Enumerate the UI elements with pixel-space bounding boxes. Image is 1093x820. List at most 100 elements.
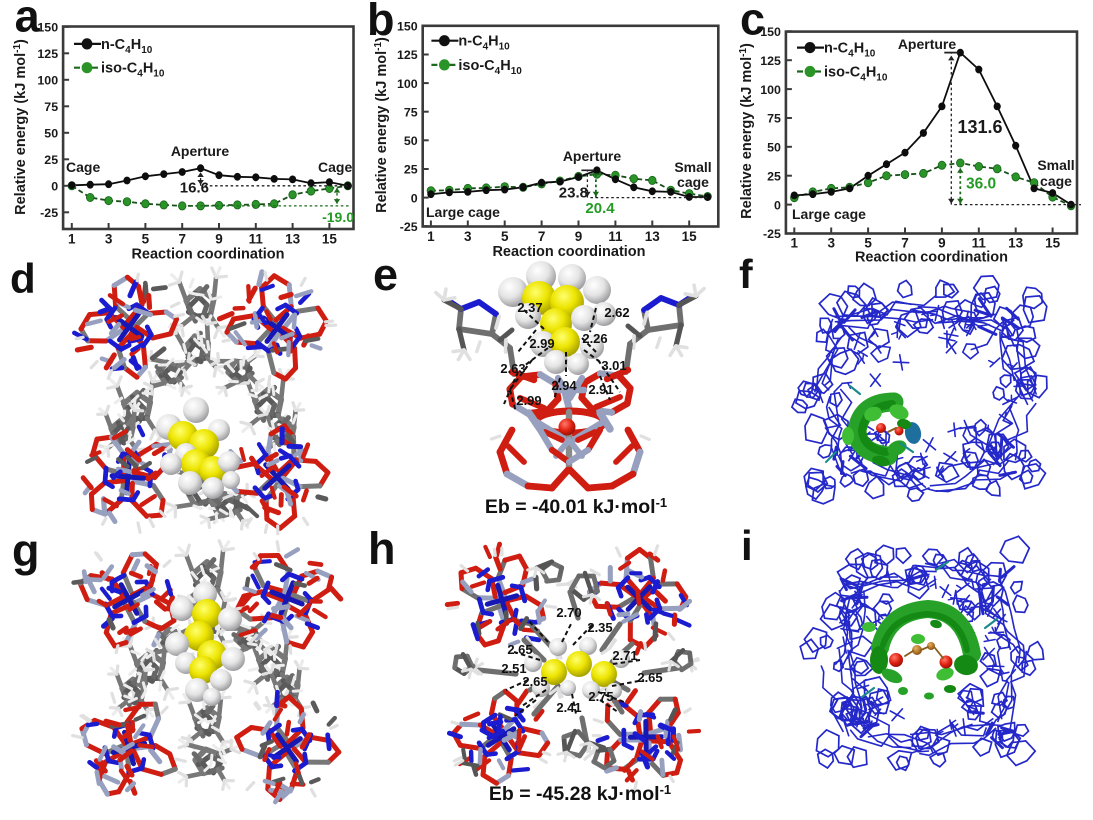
svg-text:75: 75 <box>404 105 418 119</box>
svg-text:Aperture: Aperture <box>171 143 230 159</box>
svg-text:7: 7 <box>538 229 546 244</box>
svg-text:2.70: 2.70 <box>556 605 581 620</box>
svg-text:5: 5 <box>142 232 150 247</box>
svg-text:Relative energy (kJ mol-1): Relative energy (kJ mol-1) <box>738 43 755 219</box>
svg-text:iso-C4H10: iso-C4H10 <box>101 61 165 80</box>
svg-text:-25: -25 <box>763 227 781 241</box>
svg-text:b: b <box>367 0 395 45</box>
svg-text:2.71: 2.71 <box>612 648 637 663</box>
svg-text:a: a <box>15 0 41 42</box>
svg-text:e: e <box>373 249 398 300</box>
svg-text:2.37: 2.37 <box>517 300 542 315</box>
svg-text:75: 75 <box>44 100 58 114</box>
svg-text:iso-C4H10: iso-C4H10 <box>458 58 522 77</box>
svg-text:Reaction coordination: Reaction coordination <box>492 244 645 260</box>
svg-text:c: c <box>740 0 765 44</box>
svg-text:5: 5 <box>864 236 872 251</box>
svg-text:11: 11 <box>608 229 623 244</box>
svg-text:100: 100 <box>397 77 418 91</box>
svg-text:15: 15 <box>1045 236 1061 251</box>
svg-text:50: 50 <box>44 127 58 141</box>
svg-text:2.51: 2.51 <box>501 661 526 676</box>
svg-text:11: 11 <box>249 232 264 247</box>
svg-text:i: i <box>741 522 753 569</box>
svg-text:2.75: 2.75 <box>588 689 613 704</box>
svg-text:2.94: 2.94 <box>551 378 577 393</box>
svg-text:5: 5 <box>501 229 509 244</box>
svg-text:3.01: 3.01 <box>601 358 626 373</box>
svg-text:2.99: 2.99 <box>529 336 554 351</box>
svg-text:0: 0 <box>51 180 58 194</box>
svg-text:3: 3 <box>464 229 472 244</box>
svg-text:-25: -25 <box>400 220 418 234</box>
svg-text:Large cage: Large cage <box>792 206 866 222</box>
svg-text:23.8: 23.8 <box>559 185 588 202</box>
svg-text:2.62: 2.62 <box>604 305 629 320</box>
svg-text:2.91: 2.91 <box>588 382 613 397</box>
svg-text:9: 9 <box>938 236 946 251</box>
svg-text:25: 25 <box>404 163 418 177</box>
svg-text:0: 0 <box>411 191 418 205</box>
svg-text:cage: cage <box>1040 173 1072 189</box>
svg-text:iso-C4H10: iso-C4H10 <box>824 65 888 84</box>
svg-text:Relative energy (kJ mol-1): Relative energy (kJ mol-1) <box>373 37 390 213</box>
svg-text:2.65: 2.65 <box>522 674 547 689</box>
svg-text:2.63: 2.63 <box>500 361 525 376</box>
svg-text:0: 0 <box>774 198 781 212</box>
svg-text:Aperture: Aperture <box>563 148 622 164</box>
svg-text:n-C4H10: n-C4H10 <box>101 37 153 56</box>
svg-text:g: g <box>12 525 40 576</box>
svg-text:9: 9 <box>215 232 223 247</box>
svg-text:15: 15 <box>682 229 698 244</box>
svg-text:7: 7 <box>178 232 186 247</box>
svg-text:Small: Small <box>674 159 711 175</box>
svg-text:9: 9 <box>575 229 583 244</box>
svg-text:50: 50 <box>404 134 418 148</box>
svg-text:-25: -25 <box>40 206 58 220</box>
svg-text:Reaction coordination: Reaction coordination <box>855 250 1008 266</box>
svg-text:16.6: 16.6 <box>180 180 209 197</box>
svg-text:cage: cage <box>677 174 709 190</box>
svg-text:3: 3 <box>105 232 113 247</box>
svg-text:Large cage: Large cage <box>426 204 500 220</box>
svg-text:n-C4H10: n-C4H10 <box>458 34 510 53</box>
svg-text:2.65: 2.65 <box>507 642 532 657</box>
svg-text:2.65: 2.65 <box>637 670 662 685</box>
svg-text:125: 125 <box>397 48 418 62</box>
svg-text:Eb = -40.01 kJ·mol-1: Eb = -40.01 kJ·mol-1 <box>485 495 667 518</box>
svg-text:2.41: 2.41 <box>556 700 581 715</box>
svg-text:Reaction coordination: Reaction coordination <box>131 247 284 263</box>
svg-text:Cage: Cage <box>318 159 352 175</box>
svg-text:125: 125 <box>37 47 58 61</box>
svg-text:131.6: 131.6 <box>958 117 1003 137</box>
svg-text:150: 150 <box>397 20 418 34</box>
svg-text:Aperture: Aperture <box>898 36 957 52</box>
svg-text:2.35: 2.35 <box>587 620 612 635</box>
svg-text:-19.0: -19.0 <box>322 209 354 225</box>
svg-text:75: 75 <box>767 112 781 126</box>
svg-text:13: 13 <box>1008 236 1024 251</box>
svg-text:3: 3 <box>827 236 835 251</box>
svg-text:d: d <box>10 255 36 302</box>
svg-text:7: 7 <box>901 236 909 251</box>
svg-text:Cage: Cage <box>66 159 100 175</box>
svg-text:125: 125 <box>760 54 781 68</box>
svg-text:Eb = -45.28 kJ·mol-1: Eb = -45.28 kJ·mol-1 <box>489 782 671 805</box>
svg-text:36.0: 36.0 <box>966 176 996 193</box>
svg-text:Small: Small <box>1037 157 1074 173</box>
svg-text:15: 15 <box>322 232 338 247</box>
svg-text:n-C4H10: n-C4H10 <box>824 41 876 60</box>
svg-text:20.4: 20.4 <box>585 200 615 217</box>
svg-text:1: 1 <box>427 229 435 244</box>
svg-text:1: 1 <box>791 236 799 251</box>
svg-text:100: 100 <box>37 74 58 88</box>
svg-text:150: 150 <box>37 21 58 35</box>
svg-text:1: 1 <box>68 232 76 247</box>
svg-text:13: 13 <box>645 229 661 244</box>
svg-text:25: 25 <box>44 153 58 167</box>
svg-text:25: 25 <box>767 169 781 183</box>
svg-text:f: f <box>739 251 753 297</box>
svg-text:2.26: 2.26 <box>582 331 607 346</box>
svg-text:h: h <box>368 523 396 574</box>
svg-text:13: 13 <box>285 232 301 247</box>
